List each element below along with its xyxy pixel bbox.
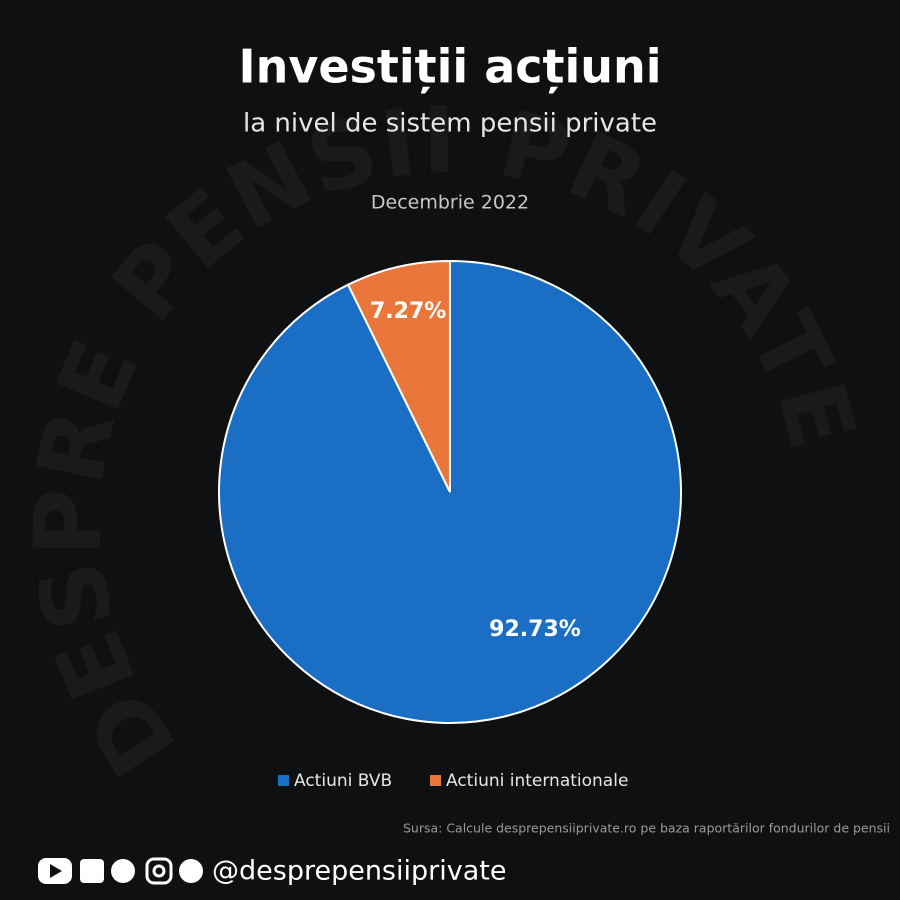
period: Decembrie 2022	[371, 192, 529, 214]
legend: Actiuni BVB Actiuni internationale	[278, 771, 628, 791]
chart-subtitle: la nivel de sistem pensii private	[243, 109, 657, 139]
value-label: 7.27%	[370, 299, 446, 324]
source: Sursa: Calcule desprepensiiprivate.ro pe…	[403, 821, 890, 836]
social-icons	[38, 857, 203, 885]
legend-swatch	[430, 775, 441, 786]
legend-label: Actiuni BVB	[294, 771, 392, 791]
legend-swatch	[278, 775, 289, 786]
tiktok-icon	[179, 859, 203, 883]
value-label: 92.73%	[489, 617, 581, 642]
linkedin-icon	[80, 859, 104, 883]
youtube-play	[50, 864, 62, 878]
instagram-icon	[145, 857, 173, 885]
handle: @desprepensiiprivate	[212, 856, 506, 887]
facebook-icon	[111, 859, 135, 883]
pie: 92.73% 7.27%	[218, 259, 682, 724]
legend-label: Actiuni internationale	[446, 771, 628, 791]
chart-title: Investiții acțiuni	[238, 40, 661, 94]
pie-slice	[346, 259, 451, 493]
instagram-lens	[152, 864, 166, 878]
